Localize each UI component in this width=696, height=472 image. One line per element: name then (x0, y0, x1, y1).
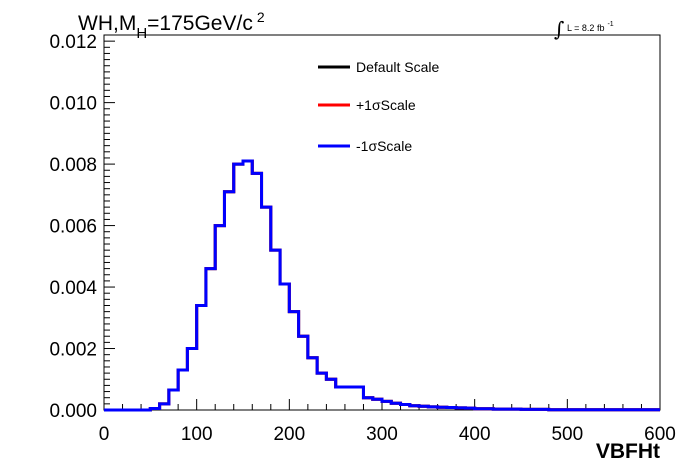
y-tick-label: 0.000 (49, 401, 97, 422)
luminosity-superscript: -1 (607, 21, 613, 28)
x-tick-label: 200 (273, 424, 305, 445)
luminosity-text: L = 8.2 fb (567, 23, 604, 33)
x-tick-label: 300 (366, 424, 398, 445)
title-subscript: H (136, 25, 147, 42)
x-tick-label: 400 (459, 424, 491, 445)
integral-sign: ∫ (554, 17, 564, 41)
title-rest: =175GeV/c (147, 12, 253, 35)
y-tick-label: 0.004 (49, 278, 97, 299)
x-tick-label: 600 (644, 424, 676, 445)
svg-text:L = 8.2 fb-1: L = 8.2 fb -1 (567, 21, 614, 33)
x-tick-label: 0 (99, 424, 110, 445)
x-axis-tick-labels: 0 100 200 300 400 500 600 (99, 424, 676, 445)
luminosity-label: ∫ L = 8.2 fb -1 (554, 17, 614, 41)
y-axis-tick-labels: 0.000 0.002 0.004 0.006 0.008 0.010 0.012 (49, 32, 97, 422)
series-line-2 (104, 159, 660, 412)
legend-label-1: +1σScale (356, 97, 416, 113)
y-tick-label: 0.008 (49, 155, 97, 176)
x-tick-label: 500 (551, 424, 583, 445)
y-tick-label: 0.012 (49, 32, 97, 53)
y-tick-label: 0.006 (49, 217, 97, 238)
legend-label-2: -1σScale (356, 138, 412, 154)
title-main: WH,M (78, 12, 136, 35)
chart-title: WH,MH=175GeV/c 2 (78, 9, 265, 42)
legend-label-0: Default Scale (356, 59, 439, 75)
x-axis-title: VBFHt (596, 440, 660, 463)
y-tick-label: 0.002 (49, 340, 97, 361)
svg-text:WH,MH=175GeV/c2: WH,MH=175GeV/c 2 (78, 9, 265, 42)
title-superscript: 2 (257, 9, 265, 25)
y-tick-label: 0.010 (49, 94, 97, 115)
legend: Default Scale +1σScale -1σScale (318, 59, 439, 154)
histogram-series (104, 159, 660, 412)
x-tick-label: 100 (181, 424, 213, 445)
